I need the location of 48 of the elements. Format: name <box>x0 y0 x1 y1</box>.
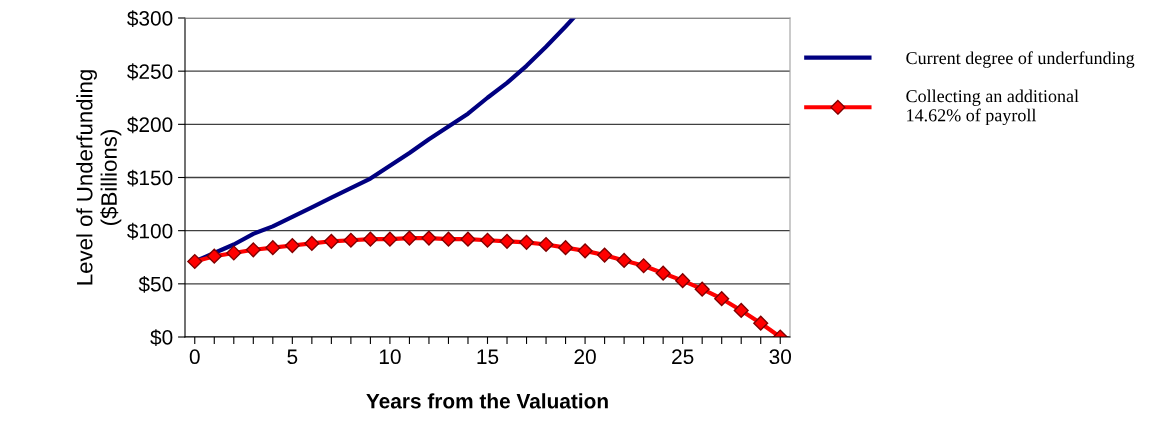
x-axis-title: Years from the Valuation <box>366 393 608 409</box>
point <box>440 231 457 247</box>
point <box>479 232 496 248</box>
x-tick-label: 0 <box>189 349 200 365</box>
point <box>753 315 769 331</box>
point <box>265 240 281 256</box>
point <box>226 245 242 261</box>
point <box>401 230 418 246</box>
point <box>636 258 652 274</box>
x-tick-label: 25 <box>672 349 694 365</box>
y-tick-label: $150 <box>127 169 173 187</box>
point <box>362 231 378 247</box>
point <box>421 230 437 246</box>
legend-label: Current degree of underfunding <box>906 51 1135 68</box>
point <box>616 252 632 269</box>
point <box>206 248 222 264</box>
point <box>284 237 300 254</box>
x-tick-label: 20 <box>574 349 596 365</box>
y-axis-title: Level of Underfunding ($Billions) <box>76 70 122 285</box>
point <box>675 273 691 289</box>
y-tick-label: $50 <box>138 275 173 293</box>
legend-label: Collecting an additional 14.62% of payroll <box>906 89 1079 126</box>
point <box>382 231 398 247</box>
point <box>577 243 593 259</box>
point <box>733 302 749 318</box>
point <box>343 232 359 248</box>
y-tick-label: $300 <box>127 10 173 27</box>
x-tick-label: 30 <box>769 349 792 365</box>
point <box>597 247 613 263</box>
point <box>557 240 574 256</box>
point <box>655 265 671 281</box>
point <box>304 235 320 251</box>
point <box>518 234 535 250</box>
point <box>245 242 261 258</box>
x-tick-label: 10 <box>379 349 401 365</box>
y-tick-label: $250 <box>127 63 173 81</box>
point <box>714 291 730 307</box>
y-tick-label: $0 <box>150 329 173 346</box>
point <box>460 231 476 247</box>
point <box>694 281 710 297</box>
point <box>323 233 339 249</box>
x-tick-label: 5 <box>287 349 298 365</box>
point <box>499 233 515 249</box>
point <box>538 236 554 253</box>
x-tick-label: 15 <box>477 349 499 365</box>
point <box>187 253 203 270</box>
y-tick-label: $200 <box>127 116 173 134</box>
y-tick-label: $100 <box>127 222 173 240</box>
